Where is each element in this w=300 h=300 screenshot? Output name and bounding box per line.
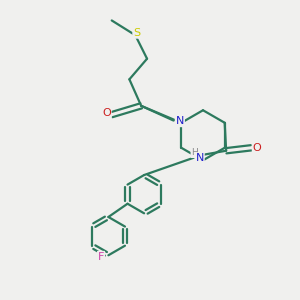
Text: O: O xyxy=(253,143,261,153)
Text: O: O xyxy=(102,108,111,118)
Text: S: S xyxy=(133,28,140,38)
Text: H: H xyxy=(191,148,198,157)
Text: N: N xyxy=(196,153,204,163)
Text: N: N xyxy=(176,116,184,126)
Text: F: F xyxy=(98,252,104,262)
